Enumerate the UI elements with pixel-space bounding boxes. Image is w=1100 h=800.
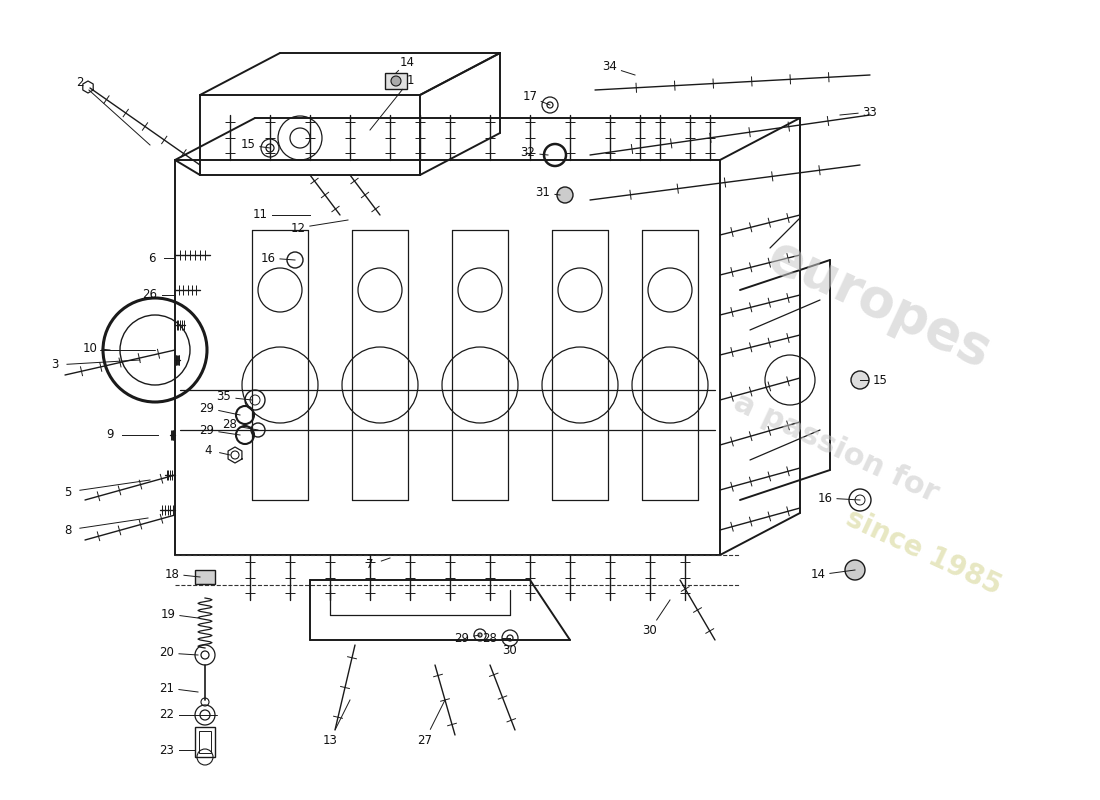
Text: 14: 14 — [811, 569, 825, 582]
Text: 26: 26 — [143, 289, 157, 302]
Text: 28: 28 — [222, 418, 238, 431]
Text: 10: 10 — [82, 342, 98, 354]
Text: 14: 14 — [399, 55, 415, 69]
Text: 29: 29 — [199, 423, 214, 437]
Text: 35: 35 — [217, 390, 231, 403]
Bar — [385, 73, 407, 89]
Text: 30: 30 — [503, 643, 517, 657]
Text: 32: 32 — [520, 146, 536, 159]
Text: 3: 3 — [52, 358, 58, 371]
Text: 28: 28 — [483, 631, 497, 645]
Circle shape — [390, 76, 402, 86]
Text: 5: 5 — [64, 486, 72, 498]
Text: 29: 29 — [454, 631, 470, 645]
Text: 31: 31 — [536, 186, 550, 199]
Bar — [195, 570, 214, 584]
Text: 18: 18 — [165, 567, 179, 581]
Text: 15: 15 — [872, 374, 888, 386]
Circle shape — [845, 560, 865, 580]
Circle shape — [557, 187, 573, 203]
Text: since 1985: since 1985 — [842, 504, 1006, 600]
Text: 16: 16 — [817, 491, 833, 505]
Bar — [199, 731, 211, 753]
Text: 2: 2 — [76, 75, 84, 89]
Text: 1: 1 — [406, 74, 414, 86]
Circle shape — [851, 371, 869, 389]
Text: 12: 12 — [290, 222, 306, 234]
Text: 22: 22 — [160, 709, 175, 722]
Text: 20: 20 — [160, 646, 175, 659]
Text: 19: 19 — [161, 607, 176, 621]
Text: europes: europes — [760, 230, 1000, 378]
Text: a passion for: a passion for — [729, 388, 943, 508]
Text: 4: 4 — [205, 443, 211, 457]
Text: 29: 29 — [199, 402, 214, 414]
Text: 30: 30 — [642, 623, 658, 637]
Text: 13: 13 — [322, 734, 338, 746]
Text: 33: 33 — [862, 106, 878, 118]
Text: 7: 7 — [366, 558, 374, 571]
Text: 23: 23 — [160, 743, 175, 757]
Text: 8: 8 — [64, 523, 72, 537]
Text: 11: 11 — [253, 209, 267, 222]
Text: 15: 15 — [241, 138, 255, 151]
Text: 21: 21 — [160, 682, 175, 694]
Text: 9: 9 — [107, 429, 113, 442]
Text: 17: 17 — [522, 90, 538, 103]
Text: 34: 34 — [603, 61, 617, 74]
Text: 16: 16 — [261, 251, 275, 265]
Text: 27: 27 — [418, 734, 432, 746]
Bar — [195, 727, 214, 757]
Text: 6: 6 — [148, 251, 156, 265]
